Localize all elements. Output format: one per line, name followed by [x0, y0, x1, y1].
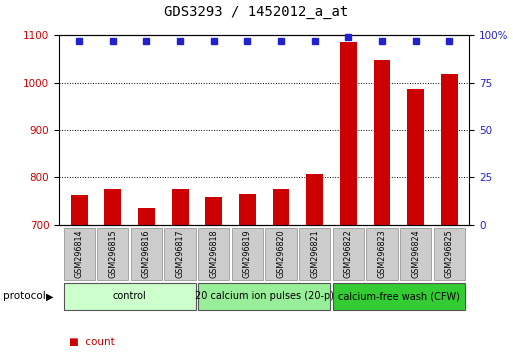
- Bar: [306, 174, 323, 225]
- Bar: [441, 74, 458, 225]
- Text: GSM296820: GSM296820: [277, 230, 286, 278]
- Bar: [97, 228, 128, 280]
- Text: GSM296815: GSM296815: [108, 230, 117, 278]
- Bar: [71, 195, 88, 225]
- Text: GSM296824: GSM296824: [411, 230, 420, 278]
- Text: GSM296816: GSM296816: [142, 230, 151, 278]
- Text: GSM296819: GSM296819: [243, 230, 252, 278]
- Bar: [105, 189, 121, 225]
- Text: ■  count: ■ count: [69, 337, 115, 347]
- Bar: [407, 89, 424, 225]
- Text: GSM296817: GSM296817: [175, 230, 185, 278]
- Bar: [165, 228, 196, 280]
- Bar: [400, 228, 431, 280]
- Text: GSM296818: GSM296818: [209, 230, 218, 278]
- Bar: [299, 228, 330, 280]
- Bar: [265, 228, 297, 280]
- Bar: [172, 189, 188, 225]
- Bar: [239, 194, 256, 225]
- Bar: [373, 61, 390, 225]
- Text: GSM296823: GSM296823: [378, 230, 386, 278]
- Bar: [64, 228, 95, 280]
- Text: 20 calcium ion pulses (20-p): 20 calcium ion pulses (20-p): [195, 291, 333, 302]
- Text: control: control: [113, 291, 147, 302]
- Bar: [232, 228, 263, 280]
- Bar: [340, 41, 357, 225]
- Bar: [332, 283, 465, 310]
- Text: GSM296825: GSM296825: [445, 230, 453, 278]
- Bar: [332, 228, 364, 280]
- Bar: [198, 283, 330, 310]
- Bar: [138, 208, 155, 225]
- Bar: [64, 283, 196, 310]
- Bar: [131, 228, 162, 280]
- Text: calcium-free wash (CFW): calcium-free wash (CFW): [338, 291, 460, 302]
- Text: ▶: ▶: [46, 291, 54, 302]
- Bar: [198, 228, 229, 280]
- Text: GSM296822: GSM296822: [344, 230, 353, 278]
- Text: GSM296821: GSM296821: [310, 230, 319, 278]
- Text: protocol: protocol: [3, 291, 45, 302]
- Text: GDS3293 / 1452012_a_at: GDS3293 / 1452012_a_at: [164, 5, 349, 19]
- Bar: [366, 228, 398, 280]
- Text: GSM296814: GSM296814: [75, 230, 84, 278]
- Bar: [433, 228, 465, 280]
- Bar: [272, 189, 289, 225]
- Bar: [205, 197, 222, 225]
